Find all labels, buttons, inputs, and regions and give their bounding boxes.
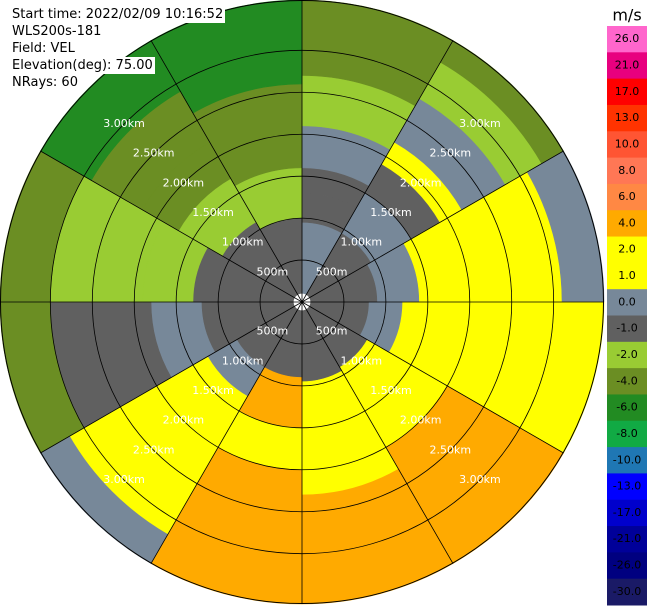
colorbar-swatch <box>607 289 647 316</box>
colorbar-tick-label: 0.0 <box>618 295 636 308</box>
colorbar-swatch <box>607 552 647 580</box>
colorbar-tick-label: -30.0 <box>613 585 641 598</box>
colorbar-swatch <box>607 578 647 606</box>
ring-label: 2.00km <box>400 176 442 189</box>
colorbar-tick-label: -4.0 <box>616 374 637 387</box>
colorbar-swatch <box>607 104 647 132</box>
ring-label: 2.50km <box>430 443 472 456</box>
range-ring <box>259 259 345 345</box>
colorbar-swatch <box>607 157 647 185</box>
outer-ring <box>0 0 604 604</box>
colorbar-swatch <box>607 341 647 369</box>
ring-label: 1.50km <box>192 206 234 219</box>
ring-label: 500m <box>256 325 288 338</box>
colorbar-swatch <box>607 183 647 211</box>
colorbar-tick-label: 1.0 <box>618 269 636 282</box>
nrays-label: NRays: 60 <box>10 74 80 91</box>
colorbar-tick-label: 26.0 <box>615 32 640 45</box>
colorbar-tick-label: -1.0 <box>616 322 637 335</box>
range-ring <box>91 91 513 513</box>
colorbar-tick-label: -26.0 <box>613 559 641 572</box>
colorbar-swatch <box>607 499 647 527</box>
ring-label: 2.00km <box>163 176 205 189</box>
velocity-sectors <box>0 0 605 605</box>
ring-label: 1.50km <box>370 206 412 219</box>
elevation-label: Elevation(deg): 75.00 <box>10 57 155 74</box>
range-ring <box>175 175 429 429</box>
colorbar-tick-label: 2.0 <box>618 243 636 256</box>
colorbar-swatch <box>607 236 647 264</box>
colorbar-tick-label: -17.0 <box>613 506 641 519</box>
colorbar-swatch <box>607 78 647 106</box>
ring-label: 1.00km <box>222 236 264 249</box>
colorbar-swatch <box>607 420 647 448</box>
colorbar-unit-label: m/s <box>612 6 641 25</box>
ring-label: 3.00km <box>459 473 501 486</box>
ring-label: 1.50km <box>370 384 412 397</box>
ring-label: 500m <box>256 265 288 278</box>
colorbar-tick-label: -10.0 <box>613 453 641 466</box>
ring-label: 500m <box>316 265 348 278</box>
colorbar-swatch <box>607 315 647 343</box>
colorbar-tick-label: 8.0 <box>618 164 636 177</box>
polar-grid <box>0 0 604 604</box>
ring-label: 3.00km <box>103 473 145 486</box>
colorbar-tick-label: -6.0 <box>616 401 637 414</box>
colorbar-tick-label: 4.0 <box>618 216 636 229</box>
ring-label: 2.00km <box>163 414 205 427</box>
colorbar-tick-label: 21.0 <box>615 58 640 71</box>
colorbar-swatch <box>607 447 647 474</box>
ring-label: 3.00km <box>459 117 501 130</box>
range-ring-labels: 500m 500m 500m 500m 1.00km 1.00km 1.00km 1.00km… <box>103 117 500 486</box>
ring-label: 2.50km <box>430 147 472 160</box>
colorbar-swatch <box>607 394 647 422</box>
colorbar-tick-label: -8.0 <box>616 427 637 440</box>
colorbar-swatch <box>607 131 647 159</box>
field-label: Field: VEL <box>10 40 77 57</box>
range-ring <box>133 133 471 471</box>
colorbar-swatch <box>607 52 647 80</box>
colorbar-swatch <box>607 526 647 553</box>
colorbar-tick-label: 10.0 <box>615 137 640 150</box>
start-time-label: Start time: 2022/02/09 10:16:52 <box>10 6 226 23</box>
ring-label: 500m <box>316 325 348 338</box>
ring-label: 1.00km <box>222 354 264 367</box>
colorbar-tick-label: -2.0 <box>616 348 637 361</box>
colorbar-tick-label: 17.0 <box>615 85 640 98</box>
ring-label: 1.50km <box>192 384 234 397</box>
ring-label: 2.00km <box>400 414 442 427</box>
colorbar-swatch <box>607 368 647 395</box>
device-label: WLS200s-181 <box>10 23 104 40</box>
ring-label: 1.00km <box>341 354 383 367</box>
colorbar-swatch <box>607 473 647 501</box>
ring-label: 2.50km <box>133 443 175 456</box>
colorbar-swatch <box>607 262 647 290</box>
ring-label: 2.50km <box>133 147 175 160</box>
colorbar-swatch <box>607 26 647 53</box>
colorbar-tick-label: 13.0 <box>615 111 640 124</box>
range-ring <box>49 49 555 555</box>
range-ring <box>217 217 387 387</box>
colorbar-tick-label: -13.0 <box>613 480 641 493</box>
colorbar-tick-label: -21.0 <box>613 532 641 545</box>
colorbar: 26.0 21.0 17.0 13.0 10.0 8.0 6.0 4.0 2.0 1.0 0.0 -1… <box>607 6 647 606</box>
colorbar-tick-label: 6.0 <box>618 190 636 203</box>
colorbar-swatch <box>607 210 647 238</box>
ring-label: 3.00km <box>103 117 145 130</box>
ring-label: 1.00km <box>341 236 383 249</box>
